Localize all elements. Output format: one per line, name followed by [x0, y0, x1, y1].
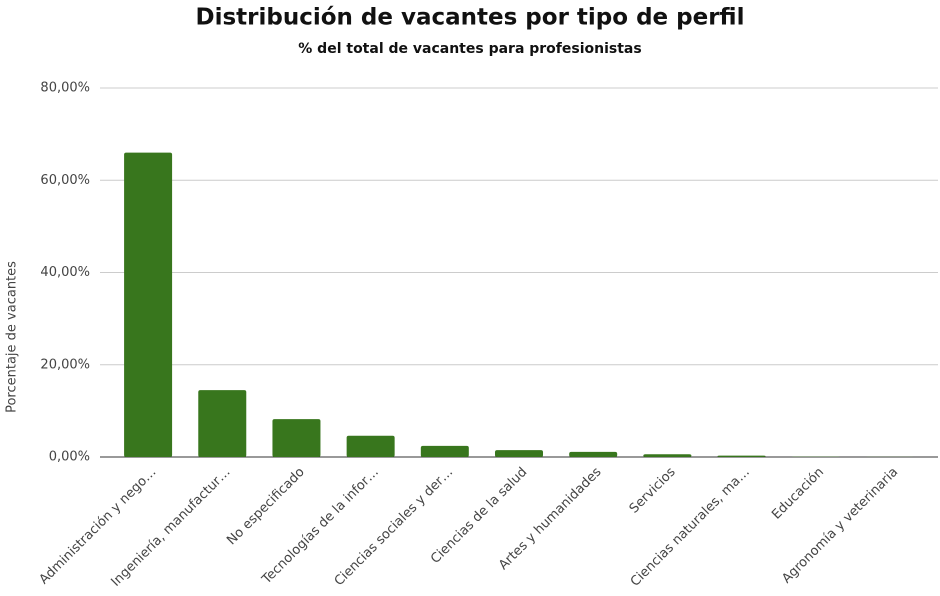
chart-title: Distribución de vacantes por tipo de per…: [195, 5, 744, 31]
bar: [346, 435, 395, 457]
y-tick-label: 40,00%: [40, 265, 90, 280]
x-tick-label: Tecnologías de la infor…: [259, 465, 382, 588]
bar: [495, 450, 543, 457]
y-tick-label: 20,00%: [40, 357, 90, 372]
x-tick-label: No especificado: [224, 465, 308, 549]
bar: [272, 419, 321, 457]
y-tick-label: 60,00%: [40, 173, 90, 188]
x-tick-label: Ciencias naturales, ma…: [628, 465, 753, 590]
x-tick-label: Servicios: [627, 465, 679, 517]
x-tick-label: Administración y nego…: [37, 465, 160, 588]
bar: [198, 390, 247, 457]
x-tick-label: Educación: [769, 465, 827, 523]
chart-subtitle: % del total de vacantes para profesionis…: [298, 41, 641, 57]
bar: [124, 152, 173, 457]
y-tick-label: 0,00%: [49, 450, 90, 465]
bar: [643, 454, 692, 457]
bar: [717, 455, 766, 457]
bar: [569, 451, 618, 457]
y-axis-label: Porcentaje de vacantes: [5, 261, 20, 413]
x-tick-label: Ciencias sociales y der…: [332, 465, 456, 589]
bar: [420, 445, 469, 457]
y-tick-label: 80,00%: [40, 81, 90, 96]
x-tick-label: Ingeniería, manufactur…: [109, 465, 234, 590]
